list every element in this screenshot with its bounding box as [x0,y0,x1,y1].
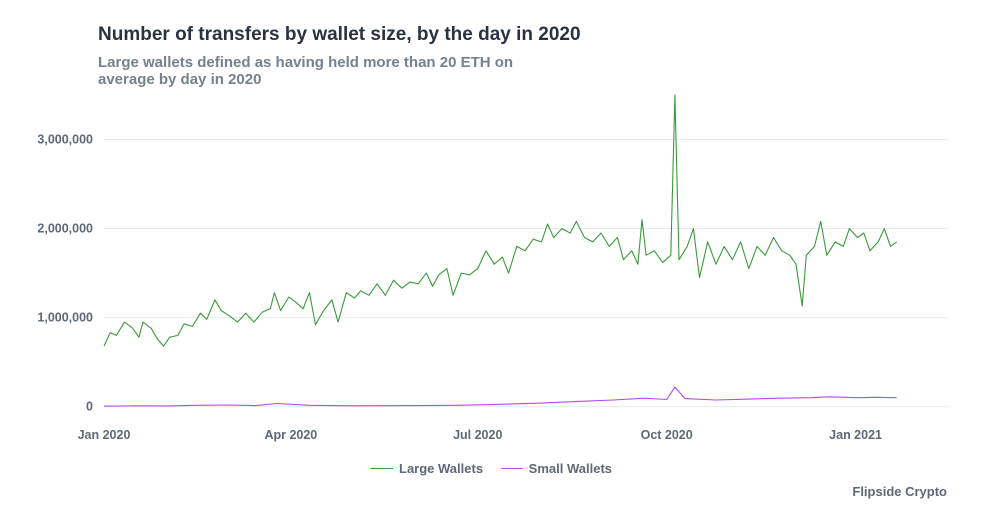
chart-caption: Flipside Crypto [852,484,947,499]
legend-label-large-wallets: Large Wallets [399,461,484,476]
legend-swatch-small-wallets [500,468,523,469]
legend-item-small-wallets[interactable]: Small Wallets [500,461,612,476]
x-tick-label: Jan 2021 [829,428,882,442]
series-line-large-wallets [103,94,898,347]
x-tick-label: Apr 2020 [264,428,317,442]
y-tick-label: 2,000,000 [37,222,93,236]
y-tick-label: 3,000,000 [37,133,93,147]
y-tick-label: 0 [86,400,93,414]
x-tick-label: Oct 2020 [641,428,693,442]
x-tick-label: Jan 2020 [78,428,131,442]
y-tick-label: 1,000,000 [37,311,93,325]
x-tick-label: Jul 2020 [453,428,502,442]
legend-label-small-wallets: Small Wallets [528,461,612,476]
chart-legend: Large Wallets Small Wallets [0,457,983,476]
chart-plot: 0 1,000,000 2,000,000 3,000,000 Jan 2020 Apr … [37,94,948,442]
chart-subtitle: Large wallets defined as having held mor… [98,54,514,88]
chart-title: Number of transfers by wallet size, by t… [98,24,581,45]
legend-item-large-wallets[interactable]: Large Wallets [371,461,483,476]
series-line-small-wallets [103,386,897,407]
legend-swatch-large-wallets [371,468,393,469]
